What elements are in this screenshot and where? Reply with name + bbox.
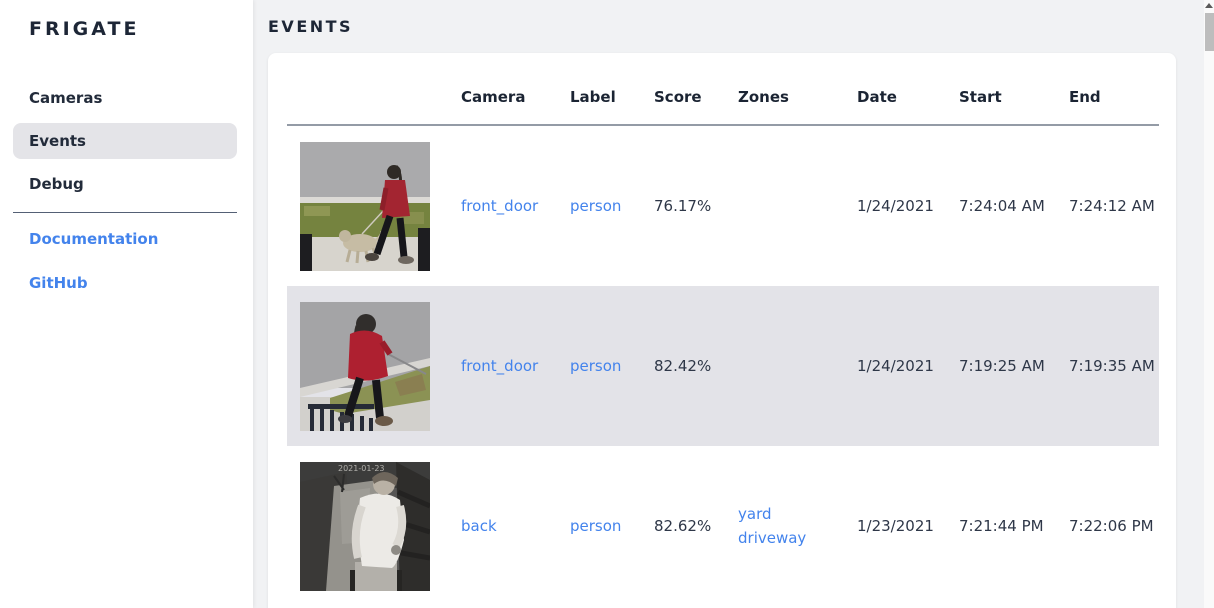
end-text: 7:19:35 AM <box>1069 357 1155 375</box>
end-text: 7:24:12 AM <box>1069 197 1155 215</box>
event-thumbnail[interactable] <box>300 141 430 271</box>
date-text: 1/24/2021 <box>857 357 934 375</box>
sidebar-item-debug[interactable]: Debug <box>13 166 237 202</box>
camera-link[interactable]: back <box>461 517 497 535</box>
zones-cell: yard driveway <box>738 502 857 550</box>
svg-text:2021-01-23: 2021-01-23 <box>338 464 385 473</box>
start-text: 7:19:25 AM <box>959 357 1045 375</box>
score-text: 82.62% <box>654 517 712 535</box>
scrollbar[interactable] <box>1204 0 1214 608</box>
label-link[interactable]: person <box>570 357 622 375</box>
header-end: End <box>1069 87 1101 106</box>
person-red-coat-dog-image <box>300 141 430 271</box>
score-text: 76.17% <box>654 197 712 215</box>
app-logo: FRIGATE <box>29 18 140 40</box>
table-header-row: Camera Label Score Zones Date Start End <box>287 53 1159 126</box>
zone-link[interactable]: yard <box>738 505 772 523</box>
sidebar-divider <box>13 212 237 213</box>
sidebar-nav: Cameras Events Debug <box>0 80 253 202</box>
header-thumbnail <box>287 81 461 97</box>
header-label: Label <box>570 87 616 106</box>
date-text: 1/24/2021 <box>857 197 934 215</box>
start-text: 7:24:04 AM <box>959 197 1045 215</box>
zone-link[interactable]: driveway <box>738 529 807 547</box>
table-row[interactable]: front_door person 76.17% 1/24/2021 7:24:… <box>287 126 1159 286</box>
scroll-up-arrow-icon[interactable] <box>1204 0 1214 11</box>
header-date: Date <box>857 87 897 106</box>
camera-link[interactable]: front_door <box>461 197 539 215</box>
event-thumbnail[interactable]: 2021-01-23 <box>300 461 430 591</box>
scrollbar-thumb[interactable] <box>1205 13 1214 51</box>
end-text: 7:22:06 PM <box>1069 517 1154 535</box>
sidebar-item-label: Debug <box>29 175 84 193</box>
main-content: EVENTS Camera Label Score Zones Date Sta… <box>253 0 1204 608</box>
camera-link[interactable]: front_door <box>461 357 539 375</box>
score-text: 82.42% <box>654 357 712 375</box>
header-start: Start <box>959 87 1002 106</box>
sidebar-item-events[interactable]: Events <box>13 123 237 159</box>
person-white-shirt-night-image: 2021-01-23 <box>300 461 430 591</box>
table-body: front_door person 76.17% 1/24/2021 7:24:… <box>287 126 1159 606</box>
sidebar-item-label: Events <box>29 132 86 150</box>
sidebar-item-cameras[interactable]: Cameras <box>13 80 237 116</box>
events-card: Camera Label Score Zones Date Start End <box>268 53 1176 608</box>
thumbnail-cell <box>287 301 461 431</box>
thumbnail-cell: 2021-01-23 <box>287 461 461 591</box>
sidebar-link-documentation[interactable]: Documentation <box>13 221 237 257</box>
sidebar: FRIGATE Cameras Events Debug Documentati… <box>0 0 253 608</box>
sidebar-link-github[interactable]: GitHub <box>13 265 237 301</box>
table-row[interactable]: front_door person 82.42% 1/24/2021 7:19:… <box>287 286 1159 446</box>
date-text: 1/23/2021 <box>857 517 934 535</box>
person-red-hoodie-image <box>300 301 430 431</box>
table-row[interactable]: 2021-01-23 back person 82.62% yard drivew… <box>287 446 1159 606</box>
event-thumbnail[interactable] <box>300 301 430 431</box>
sidebar-link-label: GitHub <box>29 274 88 292</box>
sidebar-link-label: Documentation <box>29 230 159 248</box>
start-text: 7:21:44 PM <box>959 517 1044 535</box>
header-zones: Zones <box>738 87 789 106</box>
page-title: EVENTS <box>268 17 354 36</box>
header-score: Score <box>654 87 702 106</box>
header-camera: Camera <box>461 87 526 106</box>
thumbnail-cell <box>287 141 461 271</box>
label-link[interactable]: person <box>570 517 622 535</box>
sidebar-item-label: Cameras <box>29 89 103 107</box>
events-table: Camera Label Score Zones Date Start End <box>287 53 1159 606</box>
label-link[interactable]: person <box>570 197 622 215</box>
